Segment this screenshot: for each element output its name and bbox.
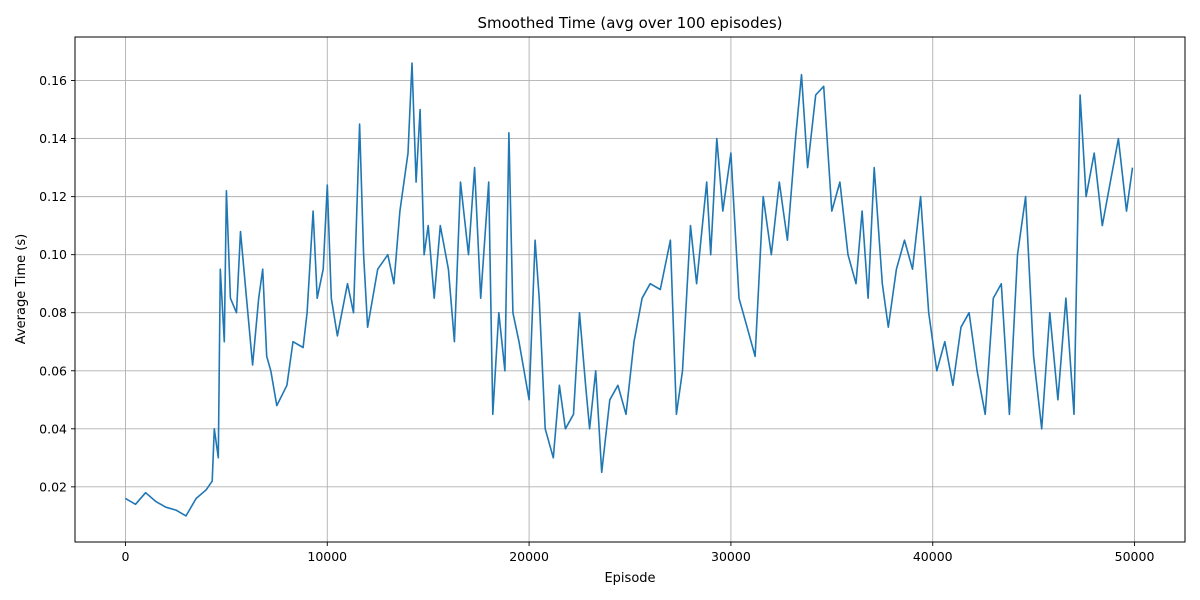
x-tick-label: 20000 — [509, 549, 549, 564]
y-axis: 0.02 0.04 0.06 0.08 0.10 0.12 0.14 0.16 — [39, 73, 75, 494]
x-axis-label: Episode — [604, 571, 655, 586]
x-tick-label: 30000 — [711, 549, 751, 564]
x-tick-label: 40000 — [913, 549, 953, 564]
x-tick-label: 0 — [121, 549, 129, 564]
plot-frame — [74, 36, 1186, 543]
x-tick-label: 10000 — [307, 549, 347, 564]
x-tick-label: 50000 — [1115, 549, 1155, 564]
y-tick-label: 0.08 — [39, 305, 67, 320]
grid — [75, 37, 1185, 542]
y-tick-label: 0.04 — [39, 421, 67, 436]
y-tick-label: 0.14 — [39, 131, 67, 146]
y-tick-label: 0.10 — [39, 247, 67, 262]
y-tick-label: 0.16 — [39, 73, 67, 88]
series-group — [125, 62, 1134, 517]
chart-title: Smoothed Time (avg over 100 episodes) — [477, 14, 782, 32]
y-tick-label: 0.06 — [39, 363, 67, 378]
x-axis: 0 10000 20000 30000 40000 50000 — [121, 542, 1154, 564]
y-axis-label: Average Time (s) — [14, 234, 29, 344]
y-tick-label: 0.02 — [39, 479, 67, 494]
y-tick-label: 0.12 — [39, 189, 67, 204]
series-line — [125, 62, 1134, 517]
